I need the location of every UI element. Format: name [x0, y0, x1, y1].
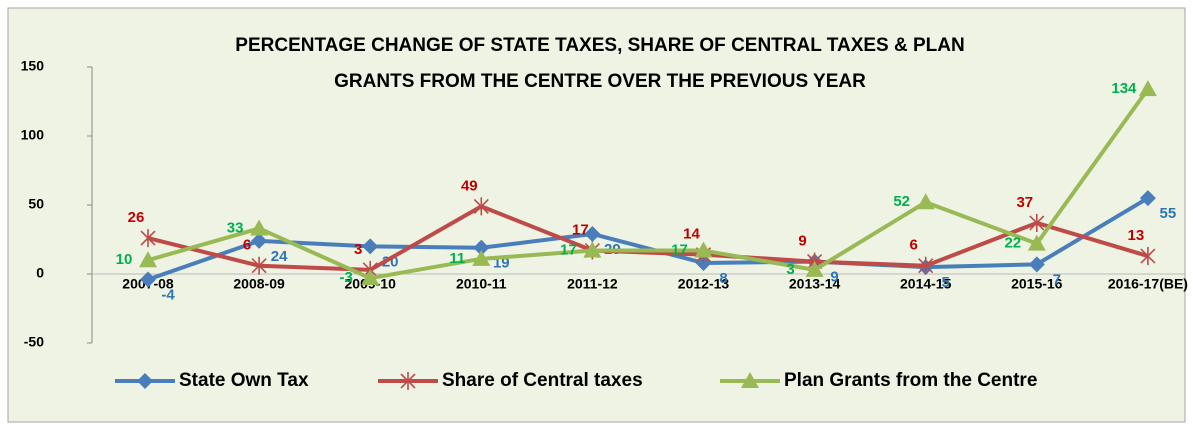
data-label: 9	[798, 233, 806, 250]
data-point	[583, 241, 602, 258]
data-point	[1029, 213, 1045, 232]
data-label: 24	[271, 248, 288, 265]
data-point	[694, 241, 713, 258]
data-point	[140, 229, 156, 248]
series-line	[147, 196, 1149, 282]
data-point	[251, 232, 268, 249]
x-tick-label: 2011-12	[567, 276, 618, 292]
data-label: 5	[942, 274, 950, 291]
data-point	[1140, 247, 1156, 266]
data-label: 14	[683, 226, 700, 243]
y-tick-label: 50	[28, 196, 44, 212]
data-point	[139, 251, 157, 268]
legend-marker	[400, 372, 416, 390]
x-tick-label: 2012-13	[678, 276, 730, 292]
data-label: 22	[1004, 235, 1021, 252]
legend-label: Plan Grants from the Centre	[784, 370, 1037, 391]
series-line	[147, 87, 1150, 281]
data-point	[916, 193, 935, 210]
data-label: 37	[1016, 194, 1033, 211]
x-tick-label: 2008-09	[233, 276, 285, 292]
data-label: 7	[1053, 271, 1061, 288]
data-label: 13	[1128, 227, 1145, 244]
data-point	[1027, 234, 1046, 251]
data-point	[1138, 80, 1157, 97]
data-point	[251, 256, 267, 275]
data-label: 6	[910, 237, 918, 254]
data-label: 17	[560, 242, 577, 259]
data-label: 33	[227, 219, 244, 236]
chart-title: GRANTS FROM THE CENTRE OVER THE PREVIOUS…	[334, 71, 866, 92]
data-point	[362, 238, 379, 255]
data-label: -4	[161, 286, 175, 303]
x-tick-label: 2013-14	[789, 276, 841, 292]
data-label: 52	[893, 193, 910, 210]
legend-label: Share of Central taxes	[442, 370, 643, 391]
data-point	[250, 219, 269, 236]
x-tick-label: 2016-17(BE)	[1108, 276, 1188, 292]
data-label: 17	[671, 242, 688, 259]
data-point	[1028, 256, 1045, 273]
y-tick-label: -50	[24, 334, 44, 350]
legend-label: State Own Tax	[179, 370, 309, 391]
data-point	[918, 256, 934, 275]
y-tick-label: 150	[21, 58, 45, 74]
data-label: 17	[572, 222, 589, 239]
legend-marker	[137, 373, 153, 389]
y-tick-label: 100	[21, 127, 45, 143]
data-point	[584, 225, 601, 242]
data-label: 55	[1160, 205, 1177, 222]
series-line	[147, 204, 1149, 272]
x-tick-label: 2014-15	[900, 276, 952, 292]
data-point	[140, 271, 156, 288]
data-point	[473, 239, 490, 256]
data-point	[473, 197, 489, 216]
data-label: 134	[1111, 80, 1137, 97]
data-label: 8	[719, 270, 727, 287]
data-label: 9	[830, 269, 838, 286]
data-label: 3	[786, 261, 794, 278]
data-label: -3	[340, 269, 353, 286]
legend-marker	[741, 372, 759, 388]
chart-title: PERCENTAGE CHANGE OF STATE TAXES, SHARE …	[235, 35, 964, 56]
data-point	[805, 260, 824, 277]
data-label: 11	[449, 250, 465, 267]
data-label: 26	[128, 209, 145, 226]
data-label: 10	[116, 251, 133, 268]
data-label: 49	[461, 177, 478, 194]
x-tick-label: 2015-16	[1011, 276, 1063, 292]
data-point	[1139, 190, 1156, 207]
data-label: 6	[243, 237, 251, 254]
data-label: 3	[354, 241, 362, 258]
x-tick-label: 2010-11	[456, 276, 507, 292]
data-point	[472, 249, 491, 266]
data-point	[361, 269, 380, 286]
y-tick-label: 0	[36, 265, 44, 281]
chart-background	[7, 7, 1186, 423]
